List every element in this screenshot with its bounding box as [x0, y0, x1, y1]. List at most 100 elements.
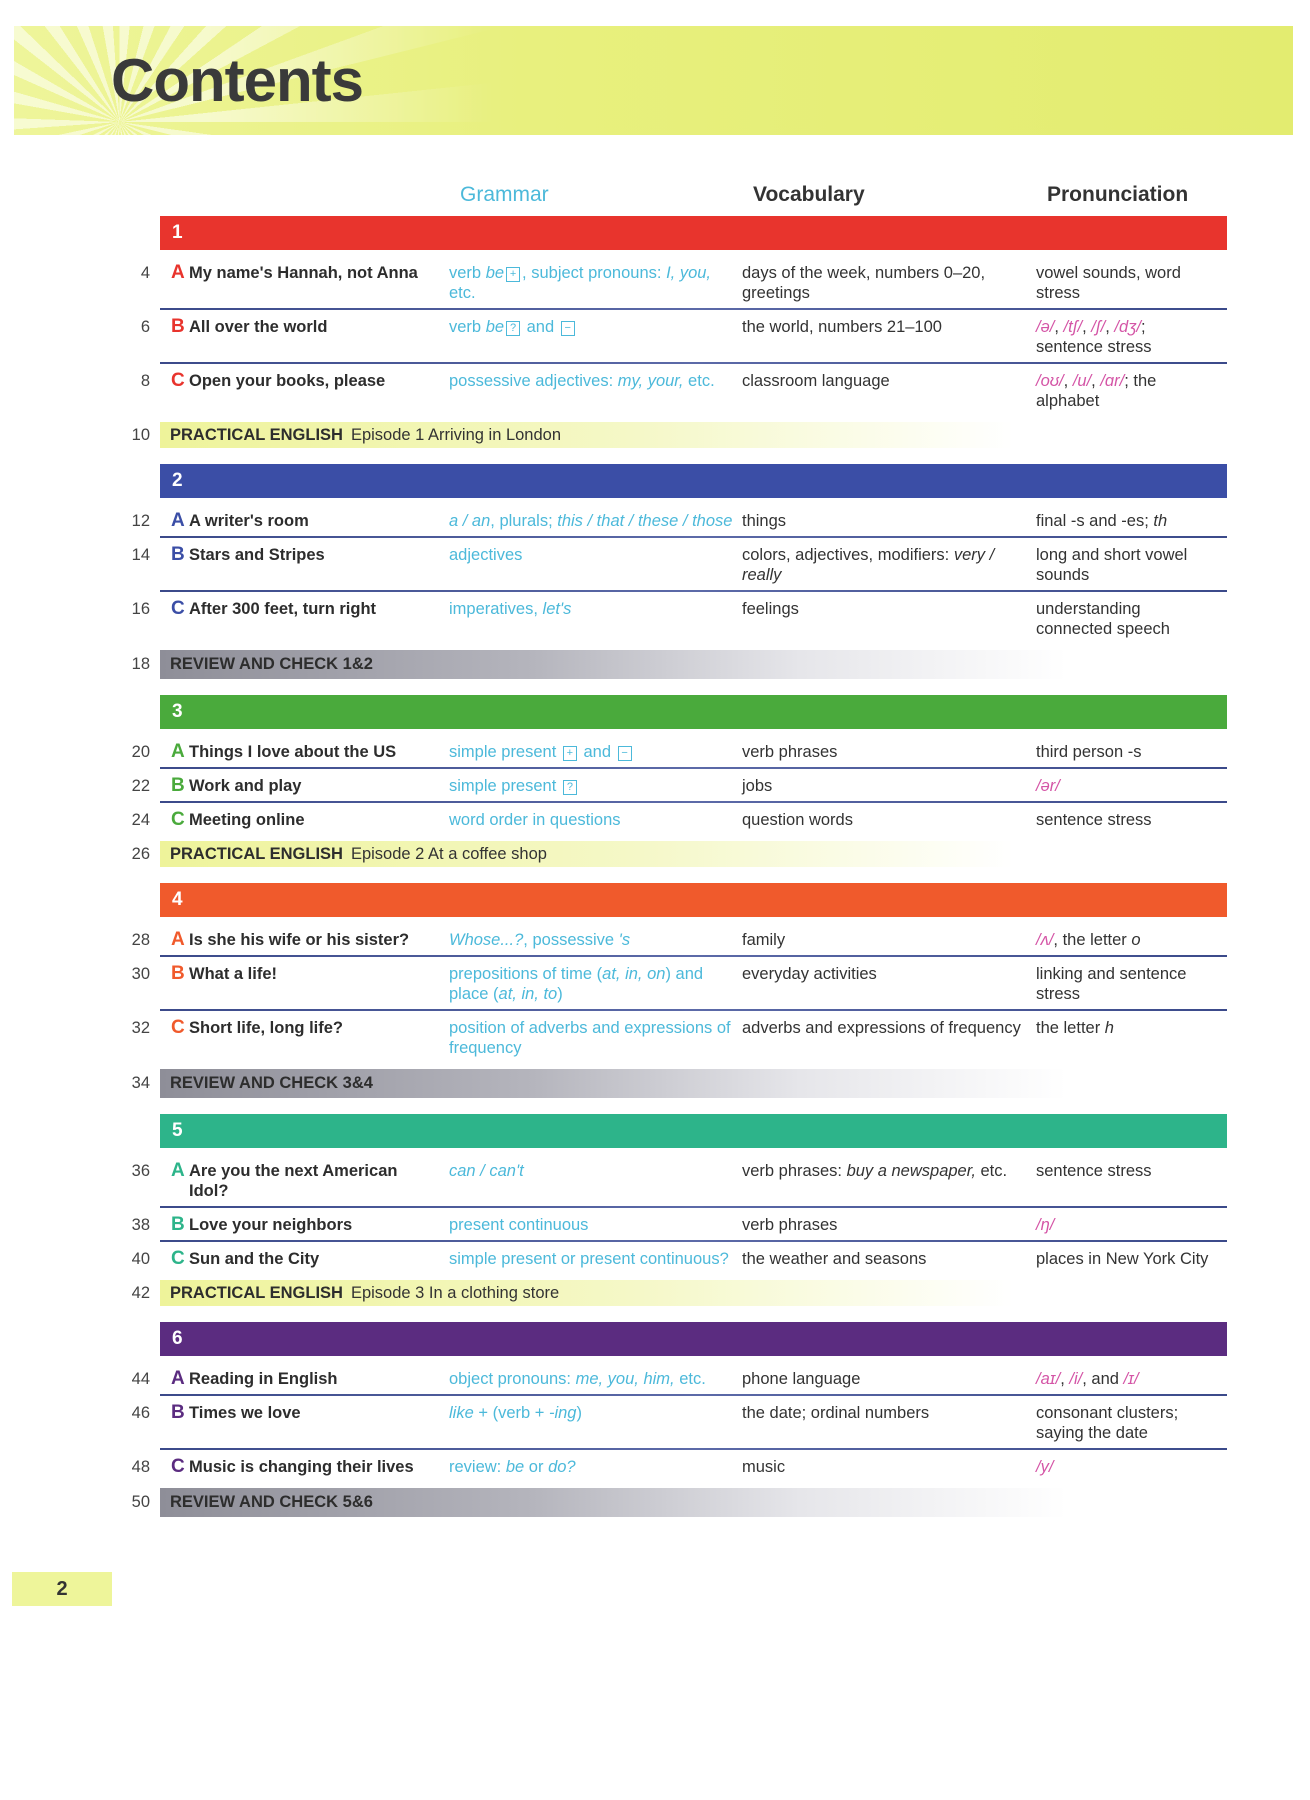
pronunciation-cell: consonant clusters; saying the date — [1036, 1403, 1216, 1443]
unit-header-6: 6 — [160, 1322, 1227, 1356]
italic-segment: be — [485, 264, 505, 282]
lesson-row[interactable]: 30 B What a life! prepositions of time (at,… — [132, 957, 1227, 1011]
lesson-letter: A — [171, 1160, 185, 1181]
grammar-cell: simple present ? — [449, 776, 742, 796]
lesson-row[interactable]: 28 A Is she his wife or his sister? Whose..… — [132, 923, 1227, 957]
lesson-title[interactable]: What a life! — [189, 965, 278, 983]
lesson-row[interactable]: 8 C Open your books, please possessive adje… — [141, 364, 1227, 418]
page-ref: 48 — [131, 1458, 150, 1476]
lesson-title[interactable]: Love your neighbors — [189, 1216, 353, 1234]
lesson-title[interactable]: Things I love about the US — [189, 743, 397, 761]
lesson-row[interactable]: 46 B Times we love like + (verb + -ing) the … — [132, 1396, 1227, 1450]
page-ref: 32 — [131, 1019, 150, 1037]
lesson-row[interactable]: 32 C Short life, long life? position of adv… — [132, 1011, 1227, 1065]
practical-english-row[interactable]: 42 PRACTICAL ENGLISH Episode 3 In a clothi… — [132, 1280, 1227, 1306]
lesson-title[interactable]: Times we love — [189, 1404, 301, 1422]
lesson-row[interactable]: 14 B Stars and Stripes adjectives colors, ad… — [132, 538, 1227, 592]
italic-segment: my, your, — [617, 372, 684, 390]
vocabulary-cell: classroom language — [742, 371, 1036, 411]
lesson-title[interactable]: After 300 feet, turn right — [189, 600, 377, 618]
lesson-letter: C — [171, 370, 185, 391]
spacer — [0, 679, 1310, 695]
lesson-row[interactable]: 40 C Sun and the City simple present or pre… — [132, 1242, 1227, 1276]
form-symbol-icon: + — [506, 267, 521, 282]
episode-title: Episode 2 At a coffee shop — [350, 845, 547, 863]
text-segment: , — [1054, 318, 1064, 336]
lesson-title[interactable]: Reading in English — [189, 1370, 338, 1388]
lesson-title[interactable]: All over the world — [189, 318, 328, 336]
vocabulary-cell: the date; ordinal numbers — [742, 1403, 1036, 1443]
lesson-title[interactable]: Work and play — [189, 777, 302, 795]
lesson-row[interactable]: 38 B Love your neighbors present continuous… — [132, 1208, 1227, 1242]
lesson-row[interactable]: 4 A My name's Hannah, not Anna verb be +, su… — [141, 256, 1227, 310]
lesson-row[interactable]: 6 B All over the world verb be? and − the wo… — [141, 310, 1227, 364]
italic-segment: at, in, on — [602, 965, 666, 983]
text-segment: understanding connected speech — [1036, 600, 1170, 638]
lesson-row[interactable]: 36 A Are you the next American Idol? can / … — [132, 1154, 1227, 1208]
episode-title: Episode 1 Arriving in London — [350, 426, 562, 444]
review-row[interactable]: 50 REVIEW AND CHECK 5&6 — [132, 1488, 1227, 1517]
grammar-cell: a / an, plurals; this / that / these / t… — [449, 511, 742, 531]
pronunciation-cell: /ŋ/ — [1036, 1215, 1216, 1235]
text-segment: + (verb + — [473, 1404, 549, 1422]
lesson-row[interactable]: 48 C Music is changing their lives review: … — [132, 1450, 1227, 1484]
lesson-title[interactable]: Sun and the City — [189, 1250, 320, 1268]
practical-english-row[interactable]: 10 PRACTICAL ENGLISH Episode 1 Arriving in… — [132, 422, 1227, 448]
column-header-pronunciation: Pronunciation — [1047, 183, 1189, 206]
italic-segment: me, you, him, — [575, 1370, 675, 1388]
lesson-row[interactable]: 20 A Things I love about the US simple pres… — [132, 735, 1227, 769]
lesson-row[interactable]: 16 C After 300 feet, turn right imperatives… — [132, 592, 1227, 646]
grammar-cell: verb be +, subject pronouns: I, you, etc. — [449, 263, 742, 303]
contents-banner: Contents — [14, 26, 1293, 135]
column-header-grammar: Grammar — [460, 183, 549, 206]
lesson-letter: C — [171, 598, 185, 619]
section-label: PRACTICAL ENGLISH — [170, 426, 343, 444]
grammar-cell: position of adverbs and expressions of f… — [449, 1018, 742, 1058]
lesson-row[interactable]: 24 C Meeting online word order in questions… — [132, 803, 1227, 837]
lesson-title[interactable]: Open your books, please — [189, 372, 386, 390]
lesson-letter: A — [171, 262, 185, 283]
text-segment: linking and sentence stress — [1036, 965, 1187, 1003]
phonetic-symbol: /ə/ — [1036, 318, 1055, 336]
text-segment: the date; ordinal numbers — [742, 1404, 930, 1422]
page-ref: 42 — [131, 1284, 150, 1302]
lesson-title[interactable]: Short life, long life? — [189, 1019, 343, 1037]
section-label: REVIEW AND CHECK 1&2 — [170, 655, 373, 673]
text-segment: , subject pronouns: — [522, 264, 667, 282]
italic-segment: Whose...? — [449, 931, 524, 949]
vocabulary-cell: phone language — [742, 1369, 1036, 1389]
text-segment: classroom language — [742, 372, 890, 390]
phonetic-symbol: /dʒ/ — [1114, 318, 1141, 336]
practical-english-row[interactable]: 26 PRACTICAL ENGLISH Episode 2 At a coffee… — [132, 841, 1227, 867]
italic-segment: this / that / these / those — [557, 512, 733, 530]
lesson-title[interactable]: My name's Hannah, not Anna — [189, 264, 418, 282]
lesson-title[interactable]: Meeting online — [189, 811, 305, 829]
unit-header-2: 2 — [160, 464, 1227, 498]
lesson-row[interactable]: 22 B Work and play simple present ? jobs/ər/ — [132, 769, 1227, 803]
vocabulary-cell: things — [742, 511, 1036, 531]
page-ref: 28 — [131, 931, 150, 949]
phonetic-symbol: /ʌ/ — [1036, 931, 1054, 949]
lesson-letter: B — [171, 775, 185, 796]
lesson-title[interactable]: Music is changing their lives — [189, 1458, 414, 1476]
text-segment: , — [1060, 1370, 1070, 1388]
unit-header-4: 4 — [160, 883, 1227, 917]
pronunciation-cell: long and short vowel sounds — [1036, 545, 1216, 585]
section-label: PRACTICAL ENGLISH — [170, 1284, 343, 1302]
lesson-row[interactable]: 44 A Reading in English object pronouns: me… — [132, 1362, 1227, 1396]
pronunciation-cell: linking and sentence stress — [1036, 964, 1216, 1004]
lesson-title[interactable]: Is she his wife or his sister? — [189, 931, 410, 949]
lesson-letter: B — [171, 316, 185, 337]
lesson-title[interactable]: Stars and Stripes — [189, 546, 325, 564]
page-ref: 44 — [131, 1370, 150, 1388]
column-header-vocabulary: Vocabulary — [753, 183, 865, 206]
lesson-title[interactable]: A writer's room — [189, 512, 309, 530]
review-row[interactable]: 18 REVIEW AND CHECK 1&2 — [132, 650, 1227, 679]
italic-segment: be — [485, 318, 505, 336]
review-row[interactable]: 34 REVIEW AND CHECK 3&4 — [132, 1069, 1227, 1098]
lesson-row[interactable]: 12 A A writer's room a / an, plurals; this … — [132, 504, 1227, 538]
vocabulary-cell: verb phrases — [742, 1215, 1036, 1235]
grammar-cell: object pronouns: me, you, him, etc. — [449, 1369, 742, 1389]
vocabulary-cell: the weather and seasons — [742, 1249, 1036, 1269]
lesson-title[interactable]: Are you the next American Idol? — [189, 1162, 398, 1200]
